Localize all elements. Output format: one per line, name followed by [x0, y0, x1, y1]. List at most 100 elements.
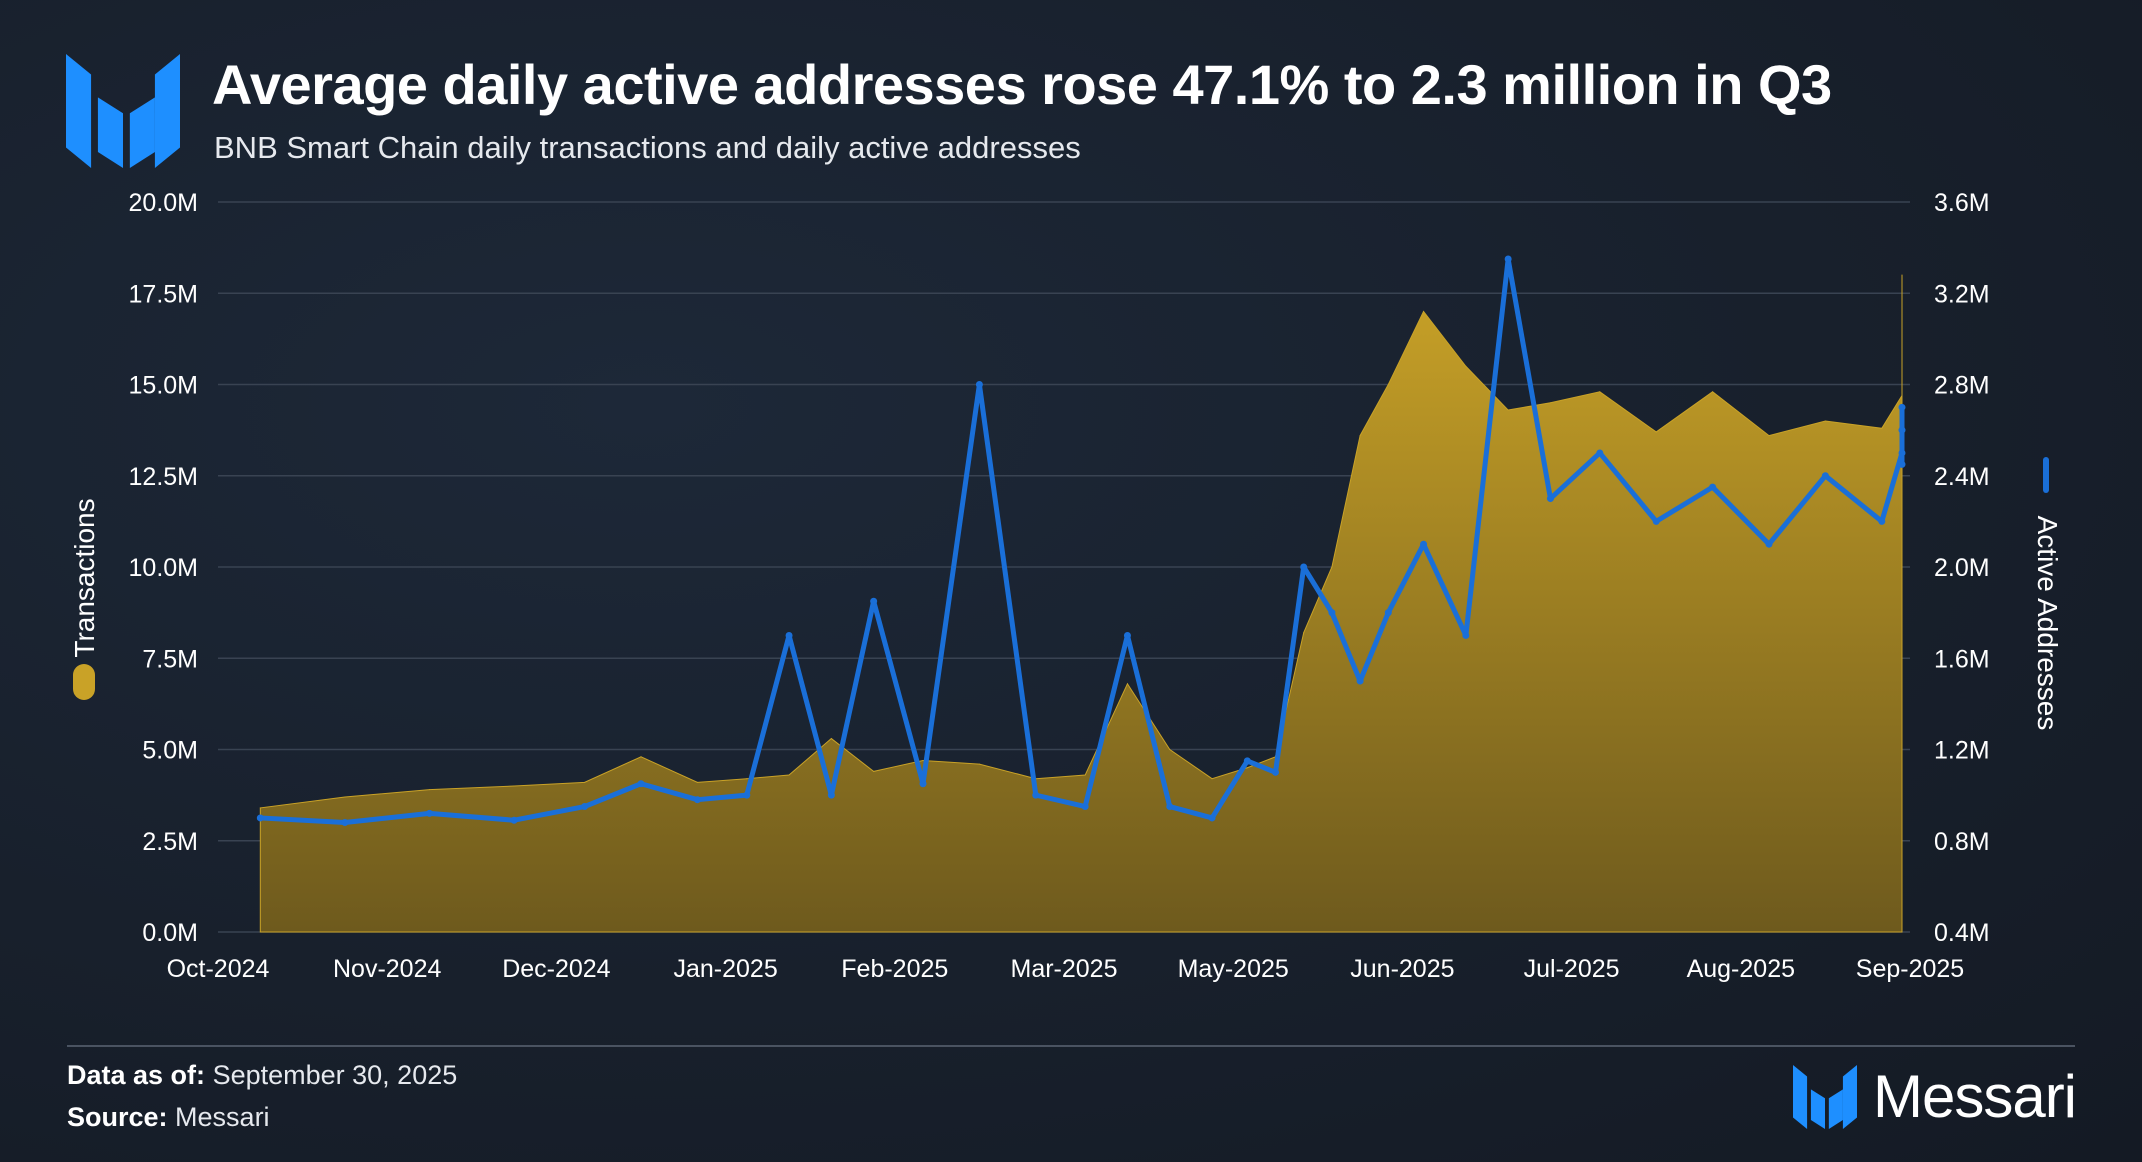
active-addresses-point: [1328, 609, 1336, 617]
x-tick-label: May-2025: [1178, 955, 1289, 983]
x-tick-label: Jun-2025: [1350, 955, 1454, 983]
x-axis: Oct-2024 Nov-2024 Dec-2024 Jan-2025 Feb-2025…: [167, 955, 1965, 983]
y-left-tick-label: 15.0M: [129, 372, 198, 400]
y-right-axis: 0.4M 0.8M 1.2M 1.6M 2.0M 2.4M 2.8M 3.2M 3.6M: [1934, 189, 1990, 947]
active-addresses-point: [1898, 449, 1906, 457]
active-addresses-point: [341, 819, 349, 826]
active-addresses-point: [1384, 609, 1392, 617]
active-addresses-point: [827, 791, 835, 799]
active-addresses-point: [1596, 449, 1604, 457]
transactions-point: [1712, 391, 1714, 393]
transactions-point: [640, 756, 642, 758]
active-addresses-point: [581, 803, 589, 811]
transactions-point: [584, 781, 586, 783]
legend-active-addresses: Active Addresses: [2022, 455, 2072, 735]
y-right-tick-label: 3.2M: [1934, 280, 1990, 308]
messari-logo-icon: [66, 54, 180, 168]
active-addresses-point: [1272, 768, 1279, 776]
active-addresses-point: [1462, 631, 1470, 639]
active-addresses-point: [1300, 563, 1308, 571]
active-addresses-point: [1878, 517, 1886, 525]
active-addresses-point: [1504, 255, 1512, 263]
active-addresses-point: [785, 631, 793, 639]
x-tick-label: Jul-2025: [1524, 955, 1620, 983]
y-right-tick-label: 3.6M: [1934, 189, 1990, 217]
active-addresses-point: [1898, 426, 1906, 434]
active-addresses-line-layer: [256, 255, 1906, 826]
transactions-point: [429, 789, 430, 791]
active-addresses-point: [919, 780, 927, 788]
transactions-point: [1465, 365, 1467, 367]
x-tick-label: Dec-2024: [502, 955, 610, 983]
transactions-point: [1901, 347, 1903, 349]
footer-data-as-of: Data as of: September 30, 2025: [67, 1060, 457, 1091]
transactions-point: [696, 781, 698, 783]
y-left-tick-label: 10.0M: [129, 554, 198, 582]
active-addresses-point: [870, 597, 878, 605]
active-addresses-point: [510, 816, 518, 824]
active-addresses-point: [1032, 791, 1040, 799]
footer-source: Source: Messari: [67, 1102, 270, 1133]
active-addresses-point: [743, 791, 751, 799]
y-left-tick-label: 5.0M: [142, 737, 198, 765]
transactions-point: [513, 785, 515, 787]
brand-lockup: Messari: [1792, 1062, 2077, 1131]
y-left-tick-label: 7.5M: [142, 645, 198, 673]
data-as-of-value: September 30, 2025: [212, 1060, 458, 1090]
chart-subtitle: BNB Smart Chain daily transactions and d…: [214, 130, 1081, 165]
legend-transactions-swatch: [73, 664, 95, 700]
y-left-tick-label: 2.5M: [142, 828, 198, 856]
active-addresses-point: [1898, 403, 1906, 411]
source-label: Source:: [67, 1102, 168, 1132]
transactions-point: [1881, 427, 1883, 429]
source-value: Messari: [175, 1102, 270, 1132]
transactions-point: [1359, 435, 1361, 437]
y-right-tick-label: 1.6M: [1934, 645, 1990, 673]
transactions-point: [1824, 420, 1826, 422]
transactions-point: [259, 807, 261, 809]
active-addresses-point: [1356, 677, 1364, 685]
transactions-point: [1169, 749, 1171, 750]
transactions-point: [1507, 409, 1509, 411]
y-left-tick-label: 0.0M: [142, 919, 198, 947]
active-addresses-point: [1243, 757, 1251, 765]
y-right-tick-label: 2.4M: [1934, 463, 1990, 491]
transactions-point: [1303, 632, 1305, 634]
transactions-point: [873, 770, 875, 772]
active-addresses-point: [637, 780, 645, 788]
active-addresses-point: [1123, 631, 1131, 639]
x-tick-label: Mar-2025: [1011, 955, 1118, 983]
y-left-tick-label: 17.5M: [129, 280, 198, 308]
transactions-point: [1768, 435, 1770, 437]
transactions-area: [259, 275, 1903, 933]
chart-title: Average daily active addresses rose 47.1…: [212, 53, 1832, 116]
footer-divider-right: [1075, 1045, 2075, 1047]
transactions-point: [1901, 274, 1903, 276]
x-tick-label: Nov-2024: [333, 955, 441, 983]
transactions-point: [1211, 778, 1213, 780]
brand-name: Messari: [1872, 1063, 2077, 1130]
y-left-axis: 0.0M 2.5M 5.0M 7.5M 10.0M 12.5M 15.0M 17.5M 20.0…: [129, 189, 198, 947]
active-addresses-point: [1208, 814, 1216, 822]
active-addresses-point: [426, 809, 433, 817]
active-addresses-point: [1821, 472, 1829, 480]
transactions-point: [1549, 402, 1551, 404]
legend-active-addresses-swatch: [2043, 457, 2049, 493]
footer-divider: [67, 1045, 1075, 1047]
y-right-tick-label: 0.8M: [1934, 828, 1990, 856]
transactions-point: [1901, 394, 1903, 396]
active-addresses-point: [1081, 803, 1089, 811]
transactions-point: [1423, 311, 1425, 312]
y-left-tick-label: 12.5M: [129, 463, 198, 491]
y-right-tick-label: 1.2M: [1934, 737, 1990, 765]
x-tick-label: Jan-2025: [673, 955, 777, 983]
y-right-tick-label: 2.0M: [1934, 554, 1990, 582]
data-as-of-label: Data as of:: [67, 1060, 206, 1090]
transactions-point: [788, 774, 790, 776]
transactions-point: [1331, 566, 1333, 568]
active-addresses-point: [1420, 540, 1428, 548]
x-tick-label: Sep-2025: [1856, 955, 1964, 983]
transactions-point: [1387, 384, 1389, 385]
active-addresses-point: [1546, 495, 1554, 503]
transactions-point: [922, 759, 924, 761]
